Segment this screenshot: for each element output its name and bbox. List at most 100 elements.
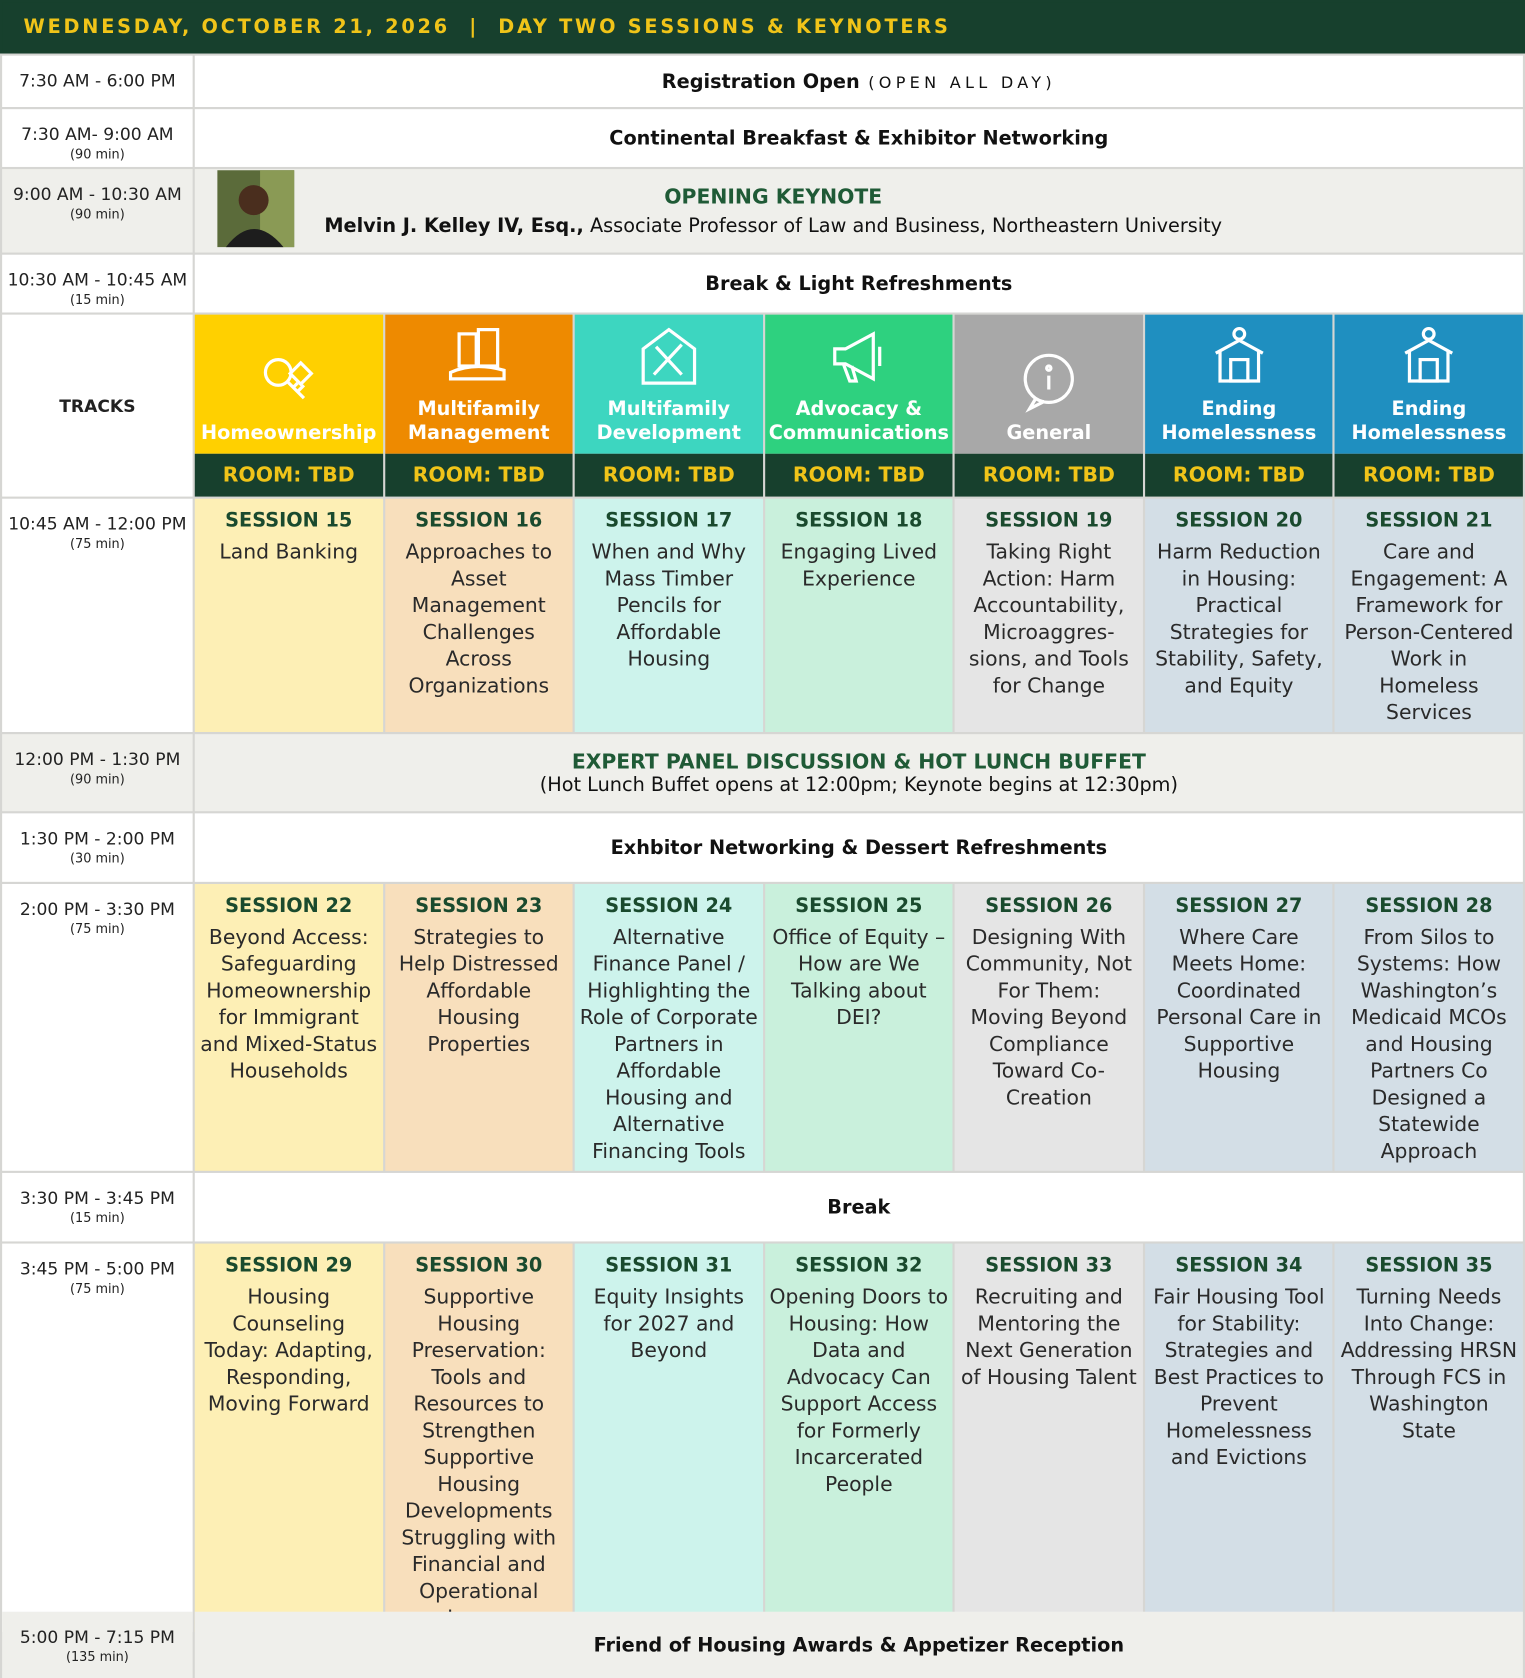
session-number: SESSION 20: [1175, 509, 1303, 532]
session-number: SESSION 29: [225, 1254, 353, 1277]
row: 10:30 AM - 10:45 AM (15 min) Break & Light…: [0, 254, 1525, 313]
event-title: Break & Light Refreshments: [705, 272, 1013, 295]
photo: [217, 169, 295, 247]
room: ROOM: TBD: [194, 453, 383, 497]
time: 7:30 AM - 6:00 PM: [19, 70, 176, 91]
keynote-line: Melvin J. Kelley IV, Esq., Associate Pro…: [324, 215, 1222, 237]
event-detail: (Hot Lunch Buffet opens at 12:00pm; Keyn…: [539, 773, 1178, 796]
event: EXPERT PANEL DISCUSSION & HOT LUNCH BUFF…: [194, 734, 1523, 812]
session-number: SESSION 15: [225, 509, 353, 532]
duration: (75 min): [70, 536, 125, 552]
session: SESSION 35 Turning Needs Into Change: Add…: [1334, 1243, 1523, 1633]
time: 7:30 AM- 9:00 AM: [21, 124, 174, 145]
time-slot: 2:00 PM - 3:30 PM (75 min): [2, 883, 193, 1171]
track: Ending Homelessness ROOM: TBD: [1144, 314, 1333, 497]
session-title: Strategies to Help Distressed Affordable…: [398, 925, 559, 1057]
row: 3:30 PM - 3:45 PM (15 min) Break: [0, 1172, 1525, 1242]
session-title: Where Care Meets Home: Coordinated Perso…: [1156, 925, 1322, 1084]
track-name: Homeownership: [201, 421, 377, 445]
event: OPENING KEYNOTE Melvin J. Kelley IV, Esq.…: [194, 169, 1523, 253]
event-line: Friend of Housing Awards & Appetizer Rec…: [594, 1634, 1124, 1656]
row: 5:00 PM - 7:15 PM (135 min) Friend of Hous…: [0, 1611, 1525, 1678]
session-title: Care and Engagement: A Framework for Per…: [1344, 540, 1514, 725]
time-slot: 5:00 PM - 7:15 PM (135 min): [2, 1611, 193, 1678]
track: General ROOM: TBD: [954, 314, 1143, 497]
affiliation: Associate Professor of Law and Business,…: [589, 214, 1223, 238]
session-number: SESSION 33: [985, 1254, 1113, 1277]
event: Continental Breakfast & Exhibitor Networ…: [194, 109, 1523, 167]
track-header: Ending Homelessness: [1144, 314, 1333, 454]
session-number: SESSION 22: [225, 894, 353, 918]
track-name: General: [1006, 421, 1092, 445]
session-title: Office of Equity – How are We Talking ab…: [772, 925, 946, 1030]
track-icon: [449, 328, 507, 381]
time: 2:00 PM - 3:30 PM: [19, 898, 175, 920]
track: Ending Homelessness ROOM: TBD: [1334, 314, 1523, 497]
event: Friend of Housing Awards & Appetizer Rec…: [194, 1611, 1523, 1678]
session-number: SESSION 31: [605, 1254, 733, 1277]
track-icon: [263, 357, 314, 400]
track: Multifamily Management ROOM: TBD: [384, 314, 573, 497]
session-title: Designing With Community, Not For Them: …: [965, 925, 1132, 1110]
session-number: SESSION 32: [795, 1254, 923, 1277]
room: ROOM: TBD: [1144, 453, 1333, 497]
session: SESSION 29 Housing Counseling Today: Adap…: [194, 1243, 383, 1633]
session-title: Land Banking: [219, 540, 358, 564]
session-number: SESSION 21: [1365, 509, 1493, 532]
event-line: Registration Open (OPEN ALL DAY): [662, 70, 1056, 92]
session: SESSION 24 Alternative Finance Panel / Hi…: [574, 883, 763, 1171]
session: SESSION 18 Engaging Lived Experience: [764, 498, 953, 733]
event: Break & Light Refreshments: [194, 254, 1523, 313]
session-title: Alternative Finance Panel / Highlighting…: [579, 925, 758, 1164]
track-header: Multifamily Management: [384, 314, 573, 454]
session: SESSION 33 Recruiting and Mentoring the N…: [954, 1243, 1143, 1633]
duration: (15 min): [70, 1210, 125, 1226]
track-icon: [833, 331, 882, 383]
time: 5:00 PM - 7:15 PM: [19, 1626, 175, 1648]
session-title: Equity Insights for 2027 and Beyond: [593, 1285, 744, 1363]
session-title: From Silos to Systems: How Washington’s …: [1351, 925, 1507, 1164]
duration: (75 min): [70, 921, 125, 937]
time: 3:30 PM - 3:45 PM: [19, 1187, 175, 1209]
time: 10:45 AM - 12:00 PM: [8, 513, 187, 535]
track-header: Ending Homelessness: [1334, 314, 1523, 454]
duration: (75 min): [70, 1281, 125, 1297]
speaker: Melvin J. Kelley IV, Esq.,: [324, 214, 584, 238]
time: 12:00 PM - 1:30 PM: [14, 749, 181, 770]
keynote-heading: OPENING KEYNOTE: [664, 184, 883, 209]
session: SESSION 32 Opening Doors to Housing: How …: [764, 1243, 953, 1633]
event-title: Exhbitor Networking & Dessert Refreshmen…: [610, 836, 1108, 859]
event-heading: EXPERT PANEL DISCUSSION & HOT LUNCH BUFF…: [571, 749, 1146, 774]
session: SESSION 34 Fair Housing Tool for Stabilit…: [1144, 1243, 1333, 1633]
track-header: Advocacy & Communications: [764, 314, 953, 454]
row: 3:45 PM - 5:00 PM (75 min) SESSION 29 Housi…: [0, 1243, 1525, 1633]
session: SESSION 15 Land Banking: [194, 498, 383, 733]
session-number: SESSION 35: [1365, 1254, 1493, 1277]
session-title: Opening Doors to Housing: How Data and A…: [769, 1285, 949, 1497]
time-slot: 10:30 AM - 10:45 AM (15 min): [2, 254, 193, 313]
room: ROOM: TBD: [954, 453, 1143, 497]
track-name: Multifamily Development: [596, 398, 741, 445]
duration: (90 min): [70, 771, 125, 787]
time-slot: 3:45 PM - 5:00 PM (75 min): [2, 1243, 193, 1633]
track-icon: [1023, 353, 1075, 413]
duration: (90 min): [70, 206, 125, 222]
row: 2:00 PM - 3:30 PM (75 min) SESSION 22 Beyon…: [0, 883, 1525, 1171]
row: TRACKS Homeownership ROOM: TBD Multifamily …: [0, 314, 1525, 497]
session-number: SESSION 19: [985, 509, 1113, 532]
time-slot: 7:30 AM - 6:00 PM: [2, 55, 193, 108]
separator: |: [469, 15, 480, 38]
track-icon: [1214, 326, 1264, 383]
session-title: Recruiting and Mentoring the Next Genera…: [960, 1285, 1137, 1390]
track-header: Homeownership: [194, 314, 383, 454]
time-slot: 10:45 AM - 12:00 PM (75 min): [2, 498, 193, 733]
session: SESSION 21 Care and Engagement: A Framewo…: [1334, 498, 1523, 733]
event-title: Continental Breakfast & Exhibitor Networ…: [609, 126, 1109, 150]
duration: (15 min): [70, 292, 125, 308]
track-name: Ending Homelessness: [1161, 398, 1317, 445]
session-number: SESSION 30: [415, 1254, 543, 1277]
speaker-photo: [217, 169, 295, 252]
session: SESSION 28 From Silos to Systems: How Was…: [1334, 883, 1523, 1171]
room: ROOM: TBD: [764, 453, 953, 497]
